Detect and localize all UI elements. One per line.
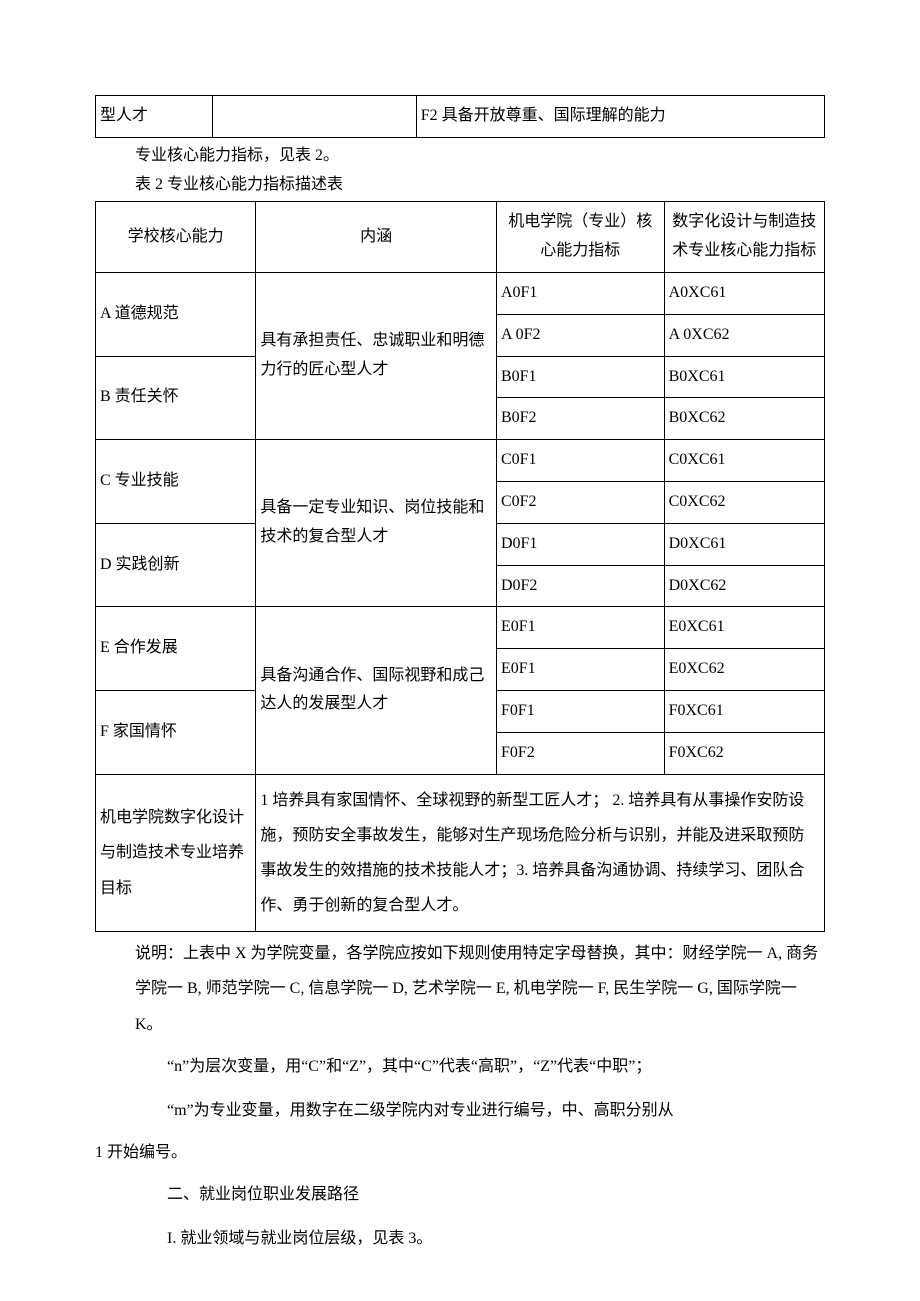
cell: 具备沟通合作、国际视野和成己达人的发展型人才 xyxy=(256,607,497,774)
paragraph: 说明：上表中 X 为学院变量，各学院应按如下规则使用特定字母替换，其中：财经学院… xyxy=(95,936,825,1042)
cell-goal-text: 1 培养具有家国情怀、全球视野的新型工匠人才； 2. 培养具有从事操作安防设施，… xyxy=(256,774,825,932)
cell: B0F1 xyxy=(496,356,664,398)
cell: C 专业技能 xyxy=(96,440,256,524)
table-row: E 合作发展 具备沟通合作、国际视野和成己达人的发展型人才 E0F1 E0XC6… xyxy=(96,607,825,649)
column-header: 内涵 xyxy=(256,202,497,273)
cell: D0F1 xyxy=(496,523,664,565)
cell: C0F2 xyxy=(496,481,664,523)
cell-goal-label: 机电学院数字化设计与制造技术专业培养目标 xyxy=(96,774,256,932)
cell: B 责任关怀 xyxy=(96,356,256,440)
cell: B0F2 xyxy=(496,398,664,440)
paragraph: “n”为层次变量，用“C”和“Z”，其中“C”代表“高职”，“Z”代表“中职”； xyxy=(95,1048,825,1086)
cell: F2 具备开放尊重、国际理解的能力 xyxy=(416,96,824,138)
cell: F 家国情怀 xyxy=(96,690,256,774)
caption-text: 表 2 专业核心能力指标描述表 xyxy=(95,171,825,200)
cell: 型人才 xyxy=(96,96,213,138)
cell: A 道德规范 xyxy=(96,272,256,356)
table-1: 型人才 F2 具备开放尊重、国际理解的能力 xyxy=(95,95,825,138)
cell: B0XC61 xyxy=(664,356,824,398)
cell: F0F1 xyxy=(496,690,664,732)
table-header-row: 学校核心能力 内涵 机电学院（专业）核心能力指标 数字化设计与制造技术专业核心能… xyxy=(96,202,825,273)
cell: A0XC61 xyxy=(664,272,824,314)
column-header: 学校核心能力 xyxy=(96,202,256,273)
paragraph: 1 开始编号。 xyxy=(95,1135,825,1170)
table-row: A 道德规范 具有承担责任、忠诚职业和明德力行的匠心型人才 A0F1 A0XC6… xyxy=(96,272,825,314)
cell: A0F1 xyxy=(496,272,664,314)
cell: A 0F2 xyxy=(496,314,664,356)
section-heading: 二、就业岗位职业发展路径 xyxy=(95,1176,825,1214)
paragraph: I. 就业领域与就业岗位层级，见表 3。 xyxy=(95,1220,825,1258)
cell: B0XC62 xyxy=(664,398,824,440)
cell: 具有承担责任、忠诚职业和明德力行的匠心型人才 xyxy=(256,272,497,439)
caption-text: 专业核心能力指标，见表 2。 xyxy=(95,142,825,171)
table-2: 学校核心能力 内涵 机电学院（专业）核心能力指标 数字化设计与制造技术专业核心能… xyxy=(95,201,825,932)
cell: E0XC62 xyxy=(664,649,824,691)
cell: E0XC61 xyxy=(664,607,824,649)
cell: C0XC62 xyxy=(664,481,824,523)
cell: C0F1 xyxy=(496,440,664,482)
cell: D0XC61 xyxy=(664,523,824,565)
table-row: C 专业技能 具备一定专业知识、岗位技能和技术的复合型人才 C0F1 C0XC6… xyxy=(96,440,825,482)
cell: D 实践创新 xyxy=(96,523,256,607)
cell xyxy=(212,96,416,138)
cell: D0XC62 xyxy=(664,565,824,607)
cell: A 0XC62 xyxy=(664,314,824,356)
table-row: 型人才 F2 具备开放尊重、国际理解的能力 xyxy=(96,96,825,138)
cell: E0F1 xyxy=(496,649,664,691)
cell: C0XC61 xyxy=(664,440,824,482)
column-header: 机电学院（专业）核心能力指标 xyxy=(496,202,664,273)
cell: F0XC61 xyxy=(664,690,824,732)
cell: F0F2 xyxy=(496,732,664,774)
cell: E0F1 xyxy=(496,607,664,649)
paragraph: “m”为专业变量，用数字在二级学院内对专业进行编号，中、高职分别从 xyxy=(95,1092,825,1130)
column-header: 数字化设计与制造技术专业核心能力指标 xyxy=(664,202,824,273)
cell: E 合作发展 xyxy=(96,607,256,691)
table-row: 机电学院数字化设计与制造技术专业培养目标 1 培养具有家国情怀、全球视野的新型工… xyxy=(96,774,825,932)
cell: D0F2 xyxy=(496,565,664,607)
cell: 具备一定专业知识、岗位技能和技术的复合型人才 xyxy=(256,440,497,607)
cell: F0XC62 xyxy=(664,732,824,774)
